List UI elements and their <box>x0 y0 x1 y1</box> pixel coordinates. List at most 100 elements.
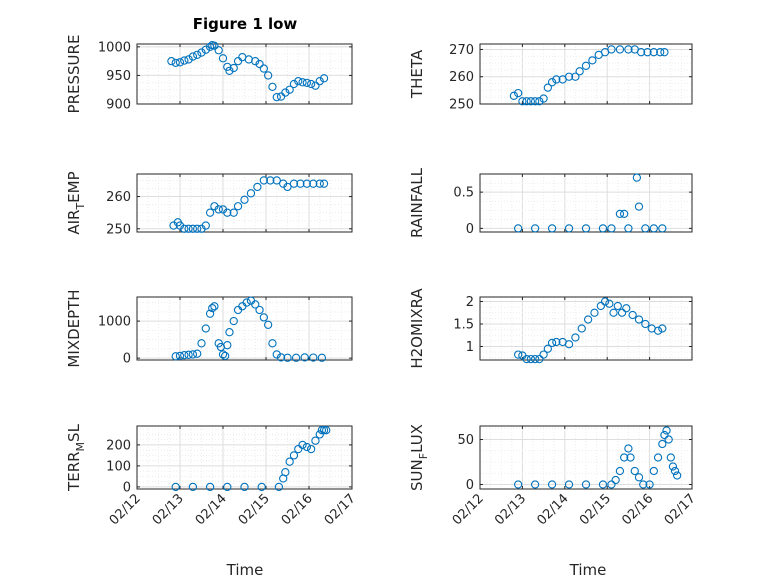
data-point <box>251 300 260 309</box>
y-axis-label: TERRMSL <box>65 423 87 492</box>
data-point <box>223 62 232 72</box>
data-point <box>577 324 586 333</box>
x-axis-label-right: Time <box>569 561 607 579</box>
panel-1: 900 950 1000 PRESSURE <box>65 35 353 113</box>
data-point <box>530 480 540 489</box>
data-point <box>283 182 292 192</box>
y-tick-label: 200 <box>106 438 131 453</box>
data-point <box>547 480 557 489</box>
data-point <box>564 480 574 489</box>
data-point <box>229 63 238 73</box>
y-tick-label: 100 <box>106 459 131 474</box>
data-point <box>615 209 625 219</box>
data-point <box>613 301 622 311</box>
data-point <box>268 339 277 348</box>
data-point <box>552 337 561 347</box>
x-tick-label: 02/17 <box>662 491 699 528</box>
data-point <box>218 54 228 63</box>
series <box>514 426 682 489</box>
data-point <box>649 466 658 476</box>
data-point <box>571 72 580 81</box>
data-point <box>581 224 591 233</box>
data-point <box>201 324 210 333</box>
data-point <box>311 81 320 90</box>
data-point <box>609 308 618 317</box>
data-point <box>639 480 648 489</box>
data-point <box>259 313 268 322</box>
data-point <box>188 224 198 233</box>
y-tick-label: 950 <box>106 69 131 84</box>
data-point <box>289 451 299 460</box>
axes-box <box>136 43 353 105</box>
data-point <box>208 303 217 313</box>
data-point <box>294 76 303 86</box>
data-point <box>289 79 299 89</box>
data-point <box>656 48 665 57</box>
data-point <box>184 55 193 64</box>
data-point <box>263 320 273 329</box>
data-point <box>205 482 215 492</box>
data-point <box>641 224 650 233</box>
data-point <box>530 97 540 106</box>
data-point <box>607 480 616 489</box>
data-point <box>319 74 329 83</box>
y-tick-label: 50 <box>457 433 474 448</box>
data-point <box>266 176 275 185</box>
data-point <box>317 426 327 435</box>
data-point <box>611 475 620 485</box>
y-tick-label: 2 <box>466 295 474 310</box>
data-point <box>535 97 544 106</box>
data-point <box>660 430 669 440</box>
y-tick-label: 1.5 <box>453 318 474 333</box>
plot-area <box>137 297 352 360</box>
y-tick-label: 250 <box>106 222 131 237</box>
data-point <box>600 297 610 306</box>
y-tick-label: 1 <box>466 340 474 355</box>
x-tick-label: 02/13 <box>150 491 187 528</box>
data-point <box>590 308 599 317</box>
data-point <box>596 301 605 311</box>
data-point <box>564 72 574 81</box>
data-point <box>272 176 281 185</box>
data-point <box>184 350 193 359</box>
data-point <box>283 353 292 362</box>
data-point <box>302 442 311 452</box>
data-point <box>223 208 232 217</box>
data-point <box>626 453 635 462</box>
x-tick-label: 02/15 <box>236 491 273 528</box>
x-tick-label: 02/12 <box>450 491 487 528</box>
data-point <box>543 344 552 353</box>
data-point <box>607 45 616 54</box>
data-point <box>180 351 189 360</box>
data-point <box>319 179 329 188</box>
data-point <box>607 224 616 233</box>
y-axis-label: SUNFLUX <box>408 424 430 491</box>
data-point <box>552 75 561 84</box>
data-point <box>193 50 202 60</box>
data-point <box>214 205 223 214</box>
data-point <box>514 224 523 233</box>
y-tick-label: 0.5 <box>453 186 474 201</box>
data-point <box>539 350 548 359</box>
data-point <box>175 58 185 67</box>
data-point <box>634 202 644 211</box>
data-point <box>201 45 210 54</box>
y-axis-label: THETA <box>408 49 426 99</box>
data-point <box>302 78 311 88</box>
data-point <box>660 48 669 57</box>
data-point <box>223 482 232 492</box>
data-point <box>630 466 639 476</box>
data-point <box>634 315 644 324</box>
data-point <box>632 173 642 182</box>
data-point <box>309 353 318 362</box>
data-point <box>306 444 316 454</box>
data-point <box>522 97 531 106</box>
axes-box <box>136 296 353 361</box>
data-point <box>225 328 234 337</box>
data-point <box>188 482 198 492</box>
data-point <box>666 453 675 462</box>
y-tick-label: 0 <box>123 352 131 367</box>
data-point <box>223 341 232 350</box>
data-point <box>649 48 658 57</box>
data-point <box>547 78 557 87</box>
